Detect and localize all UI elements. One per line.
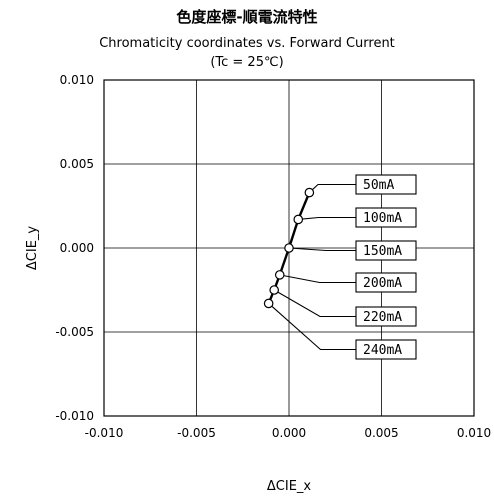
x-axis-label: ΔCIE_x [267, 479, 312, 494]
x-tick-label: -0.005 [177, 426, 216, 440]
point-label: 150mA [363, 244, 402, 259]
y-tick-label: 0.010 [60, 73, 94, 87]
chart-condition: (Tc = 25℃) [210, 55, 284, 70]
y-axis-label: ΔCIE_y [25, 226, 40, 271]
leader-line [279, 274, 356, 284]
x-tick-label: -0.010 [85, 426, 124, 440]
y-tick-label: -0.010 [55, 409, 94, 423]
data-point [304, 187, 315, 198]
callout-box [355, 174, 417, 195]
callout-box [355, 240, 417, 261]
chart-subtitle: Chromaticity coordinates vs. Forward Cur… [99, 36, 395, 51]
data-point [274, 270, 285, 280]
x-tick-label: 0.000 [272, 426, 306, 440]
callout-box [355, 339, 417, 360]
callout-box [355, 306, 417, 327]
callout-box [355, 272, 417, 293]
x-tick-label: 0.010 [457, 426, 491, 440]
callout-box [355, 207, 417, 228]
point-label: 240mA [363, 343, 402, 358]
point-label: 50mA [363, 178, 394, 193]
data-point [263, 298, 274, 309]
point-label: 200mA [363, 276, 402, 291]
leader-line [298, 216, 356, 220]
leader-line [273, 289, 356, 318]
y-tick-label: 0.000 [60, 241, 94, 255]
y-tick-label: 0.005 [60, 157, 94, 171]
leader-line [268, 303, 356, 351]
point-label: 220mA [363, 310, 402, 325]
chart-title: 色度座標-順電流特性 [176, 8, 318, 26]
data-point [284, 243, 294, 253]
point-label: 100mA [363, 211, 402, 226]
x-tick-label: 0.005 [364, 426, 398, 440]
data-point [269, 285, 279, 295]
leader-line [288, 247, 356, 252]
data-point [293, 214, 304, 225]
y-tick-label: -0.005 [55, 325, 94, 339]
